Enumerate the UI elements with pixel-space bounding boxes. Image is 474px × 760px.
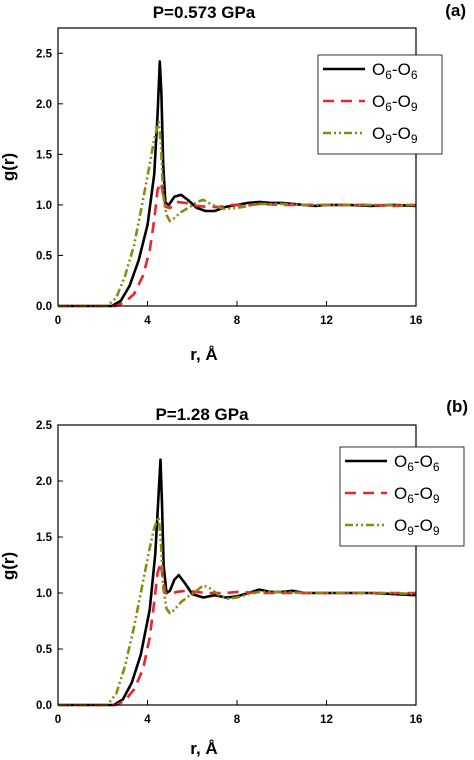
panel-a: P=0.573 GPa (a) r, Å g(r) 0 4 8 12 16 0.0 0.5 1…: [0, 1, 466, 364]
series-line-o6-o9: [58, 181, 417, 308]
panel-a-legend: O6-O6 O6-O9 O9-O9: [317, 54, 443, 155]
y-tick-label: 2.5: [36, 48, 53, 60]
x-tick-label: 16: [410, 315, 423, 327]
x-tick-label: 4: [144, 714, 151, 726]
y-tick-label: 2.0: [36, 476, 52, 488]
panel-b-frame: [57, 424, 417, 706]
panel-b-legend-entry-o6-o6: O6-O6: [394, 452, 440, 474]
panel-a-legend-entry-o9-o9: O9-O9: [372, 124, 418, 146]
y-tick-label: 1.0: [36, 200, 52, 212]
panel-a-frame: [57, 27, 417, 307]
y-tick-label: 1.5: [36, 149, 53, 161]
y-tick-label: 1.0: [36, 588, 52, 600]
panel-b-y-axis-label: g(r): [0, 552, 18, 580]
y-tick-label: 0.0: [36, 700, 52, 712]
panel-b-legend-entry-o9-o9: O9-O9: [394, 516, 440, 538]
panel-a-legend-entry-o6-o9: O6-O9: [372, 92, 418, 114]
y-tick-label: 0.5: [36, 644, 53, 656]
panel-a-x-axis-label: r, Å: [190, 345, 217, 364]
y-tick-label: 0.0: [36, 301, 52, 313]
panel-a-legend-box: [317, 54, 443, 155]
series-line-o9-o9: [58, 120, 416, 308]
panel-b-legend-box: [339, 446, 465, 547]
panel-a-label: (a): [445, 1, 466, 20]
x-tick-label: 4: [144, 315, 151, 327]
panel-a-series: [58, 60, 417, 308]
panel-a-axes: 0 4 8 12 16 0.0 0.5 1.0 1.5 2.0 2.5: [36, 48, 422, 327]
y-tick-label: 2.0: [36, 99, 52, 111]
panel-a-y-axis-label: g(r): [0, 153, 18, 181]
series-line-o6-o9: [58, 561, 416, 707]
panel-a-legend-entry-o6-o6: O6-O6: [372, 60, 418, 82]
panel-b: P=1.28 GPa (b) r, Å g(r) 0 4 8 12 16 0.0 0.5 1.…: [0, 397, 468, 758]
x-tick-label: 0: [55, 315, 61, 327]
x-tick-label: 12: [320, 714, 333, 726]
panel-b-x-axis-label: r, Å: [190, 739, 217, 758]
panel-b-legend-entry-o6-o9: O6-O9: [394, 484, 440, 506]
y-tick-label: 0.5: [36, 250, 53, 262]
panel-a-title: P=0.573 GPa: [153, 3, 256, 22]
x-tick-label: 8: [234, 315, 241, 327]
y-tick-label: 1.5: [36, 532, 53, 544]
panel-b-title: P=1.28 GPa: [155, 405, 249, 424]
x-tick-label: 12: [320, 315, 333, 327]
panel-b-axes: 0 4 8 12 16 0.0 0.5 1.0 1.5 2.0 2.5: [36, 420, 422, 726]
x-tick-label: 8: [234, 714, 241, 726]
panel-b-series: [58, 458, 417, 707]
x-tick-label: 0: [55, 714, 61, 726]
panel-b-legend: O6-O6 O6-O9 O9-O9: [339, 446, 465, 547]
panel-b-label: (b): [446, 397, 468, 416]
x-tick-label: 16: [410, 714, 423, 726]
y-tick-label: 2.5: [36, 420, 53, 432]
